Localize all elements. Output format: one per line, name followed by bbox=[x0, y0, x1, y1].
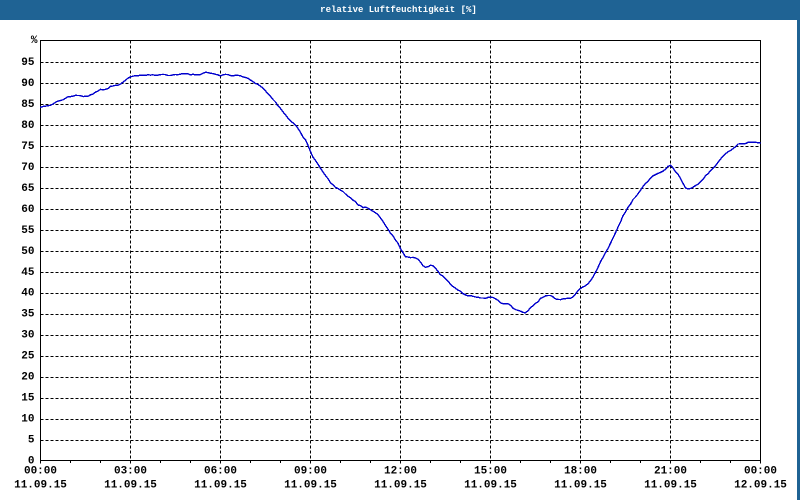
svg-text:10: 10 bbox=[21, 414, 34, 426]
svg-text:55: 55 bbox=[21, 225, 35, 237]
svg-text:11.09.15: 11.09.15 bbox=[554, 480, 607, 492]
svg-text:90: 90 bbox=[21, 78, 34, 90]
svg-text:15:00: 15:00 bbox=[474, 466, 507, 478]
svg-text:60: 60 bbox=[21, 204, 34, 216]
svg-text:85: 85 bbox=[21, 99, 35, 111]
svg-text:65: 65 bbox=[21, 183, 35, 195]
svg-text:00:00: 00:00 bbox=[744, 466, 777, 478]
svg-text:75: 75 bbox=[21, 141, 35, 153]
svg-text:45: 45 bbox=[21, 267, 35, 279]
svg-text:50: 50 bbox=[21, 246, 34, 258]
svg-text:11.09.15: 11.09.15 bbox=[464, 480, 517, 492]
svg-text:11.09.15: 11.09.15 bbox=[104, 480, 157, 492]
svg-text:21:00: 21:00 bbox=[654, 466, 687, 478]
svg-text:11.09.15: 11.09.15 bbox=[284, 480, 337, 492]
svg-text:12.09.15: 12.09.15 bbox=[734, 480, 787, 492]
svg-text:03:00: 03:00 bbox=[114, 466, 147, 478]
svg-text:%: % bbox=[31, 35, 38, 47]
svg-text:20: 20 bbox=[21, 372, 34, 384]
svg-text:15: 15 bbox=[21, 393, 35, 405]
svg-text:09:00: 09:00 bbox=[294, 466, 327, 478]
svg-text:35: 35 bbox=[21, 309, 35, 321]
svg-text:11.09.15: 11.09.15 bbox=[194, 480, 247, 492]
svg-text:18:00: 18:00 bbox=[564, 466, 597, 478]
svg-text:80: 80 bbox=[21, 120, 34, 132]
svg-text:06:00: 06:00 bbox=[204, 466, 237, 478]
svg-text:11.09.15: 11.09.15 bbox=[374, 480, 427, 492]
svg-text:95: 95 bbox=[21, 57, 35, 69]
svg-text:30: 30 bbox=[21, 330, 34, 342]
svg-text:5: 5 bbox=[28, 435, 35, 447]
svg-text:11.09.15: 11.09.15 bbox=[644, 480, 697, 492]
svg-text:40: 40 bbox=[21, 288, 34, 300]
svg-text:25: 25 bbox=[21, 351, 35, 363]
svg-text:70: 70 bbox=[21, 162, 34, 174]
svg-text:11.09.15: 11.09.15 bbox=[14, 480, 67, 492]
svg-text:12:00: 12:00 bbox=[384, 466, 417, 478]
svg-text:00:00: 00:00 bbox=[24, 466, 57, 478]
